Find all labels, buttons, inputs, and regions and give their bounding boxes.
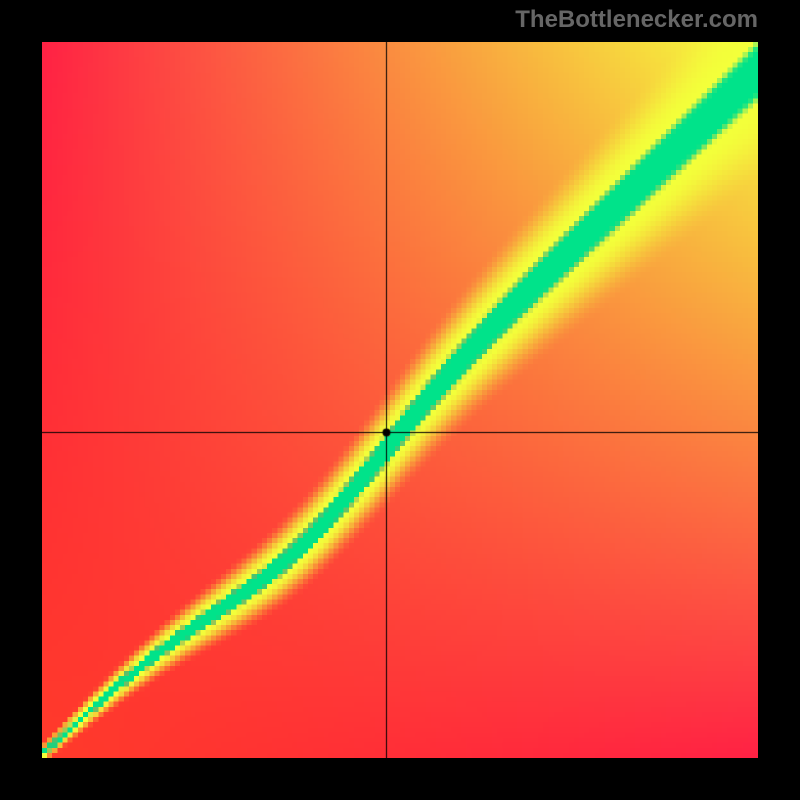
crosshair-overlay <box>42 42 758 758</box>
watermark-text: TheBottlenecker.com <box>515 6 758 34</box>
chart-container: { "chart": { "type": "heatmap", "canvas_… <box>0 0 800 800</box>
